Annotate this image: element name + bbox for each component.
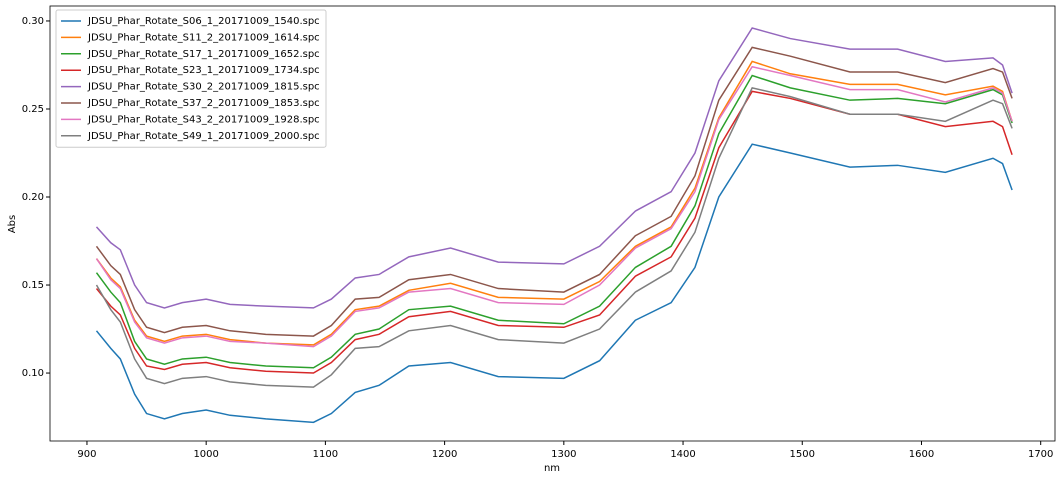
series-line — [95, 74, 1013, 369]
x-tick-label: 1400 — [670, 449, 695, 460]
x-tick-label: 1000 — [193, 449, 218, 460]
legend-label: JDSU_Phar_Rotate_S17_1_20171009_1652.spc — [87, 49, 320, 60]
x-tick-label: 1600 — [909, 449, 934, 460]
series-line — [95, 143, 1013, 424]
legend-label: JDSU_Phar_Rotate_S49_1_20171009_2000.spc — [87, 131, 320, 142]
x-tick-label: 1700 — [1028, 449, 1053, 460]
y-tick-label: 0.25 — [22, 104, 44, 115]
series-line — [95, 65, 1013, 348]
x-tick-label: 1100 — [313, 449, 338, 460]
plot-frame — [49, 5, 1056, 442]
y-tick-label: 0.30 — [22, 16, 44, 27]
legend: JDSU_Phar_Rotate_S06_1_20171009_1540.spc… — [55, 9, 327, 148]
y-tick-label: 0.10 — [22, 368, 44, 379]
legend-label: JDSU_Phar_Rotate_S37_2_20171009_1853.spc — [87, 98, 320, 109]
x-tick-label: 1300 — [551, 449, 576, 460]
legend-label: JDSU_Phar_Rotate_S06_1_20171009_1540.spc — [87, 16, 320, 27]
legend-box — [55, 9, 327, 148]
legend-label: JDSU_Phar_Rotate_S30_2_20171009_1815.spc — [87, 82, 320, 93]
series-line — [95, 60, 1013, 346]
y-tick-label: 0.15 — [22, 280, 44, 291]
series-line — [95, 27, 1013, 309]
series-line — [95, 86, 1013, 388]
series-line — [95, 46, 1013, 337]
y-tick-label: 0.20 — [22, 192, 44, 203]
legend-label: JDSU_Phar_Rotate_S43_2_20171009_1928.spc — [87, 114, 320, 125]
legend-label: JDSU_Phar_Rotate_S23_1_20171009_1734.spc — [87, 65, 320, 76]
x-axis-label: nm — [544, 463, 560, 474]
legend-label: JDSU_Phar_Rotate_S11_2_20171009_1614.spc — [87, 32, 320, 43]
x-tick-label: 1500 — [790, 449, 815, 460]
x-tick-label: 1200 — [432, 449, 457, 460]
y-axis-label: Abs — [7, 215, 18, 233]
x-tick-label: 900 — [77, 449, 96, 460]
